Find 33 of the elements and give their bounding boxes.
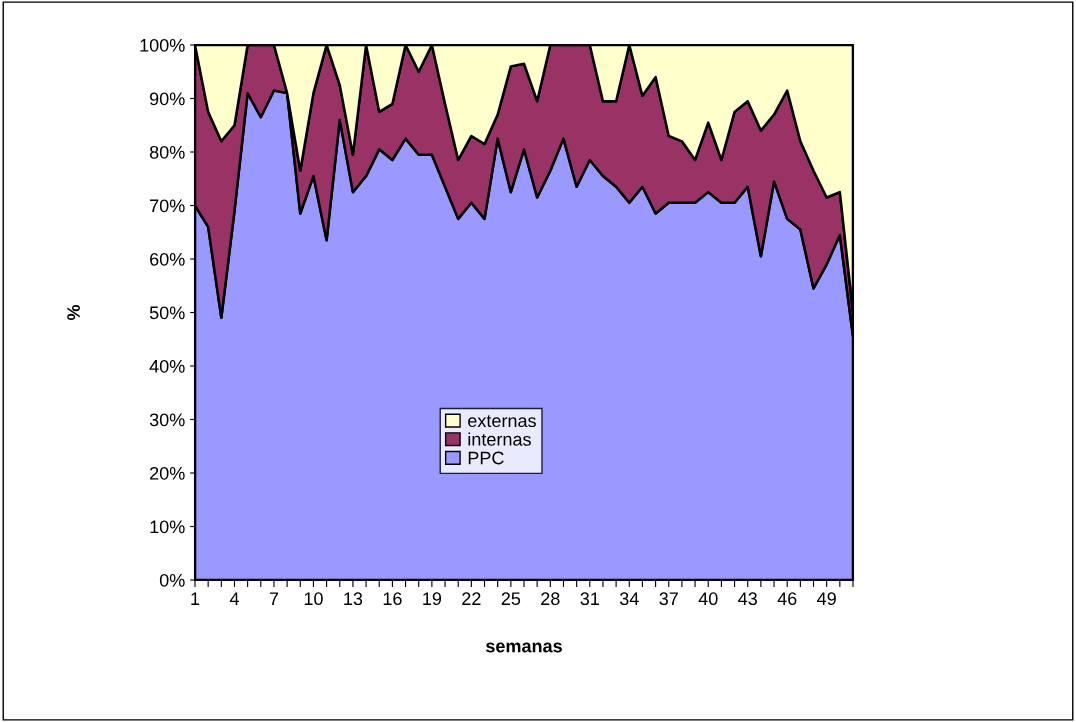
y-tick-label: 80%: [149, 145, 185, 159]
x-tick-label: 46: [777, 592, 797, 606]
x-tick-label: 37: [659, 592, 678, 606]
x-tick-label: 4: [229, 592, 239, 605]
x-tick-label: 19: [423, 592, 442, 606]
x-tick-label: 31: [580, 592, 599, 606]
x-tick-label: 43: [738, 592, 757, 606]
x-tick-label: 34: [619, 592, 639, 606]
y-tick-label: 10%: [150, 520, 185, 534]
y-tick-label: 30%: [149, 413, 185, 427]
x-tick-label: 40: [698, 592, 718, 606]
y-tick-label: 90%: [149, 92, 185, 106]
y-tick-label: 70%: [150, 199, 185, 213]
y-tick-label: 50%: [149, 306, 185, 320]
y-axis-title: %: [67, 304, 80, 321]
x-tick-label: 28: [541, 592, 560, 606]
x-tick-label: 10: [304, 592, 323, 606]
x-tick-label: 22: [462, 592, 481, 605]
x-tick-label: 25: [501, 592, 521, 606]
x-tick-label: 49: [817, 592, 836, 606]
y-tick-label: 40%: [149, 359, 185, 373]
x-tick-label: 13: [344, 592, 363, 606]
x-axis-title: semanas: [485, 642, 562, 653]
y-tick-label: 0%: [159, 573, 185, 587]
series-label: externas: [468, 415, 536, 428]
series-label: PPC: [468, 451, 504, 465]
y-tick-label: 60%: [150, 252, 185, 266]
series-label: internas: [468, 432, 531, 446]
x-tick-label: 1: [191, 592, 200, 605]
y-tick-label: 100%: [140, 38, 185, 52]
x-tick-label: 16: [383, 592, 402, 606]
x-tick-label: 7: [269, 592, 279, 605]
y-tick-label: 20%: [150, 466, 185, 480]
